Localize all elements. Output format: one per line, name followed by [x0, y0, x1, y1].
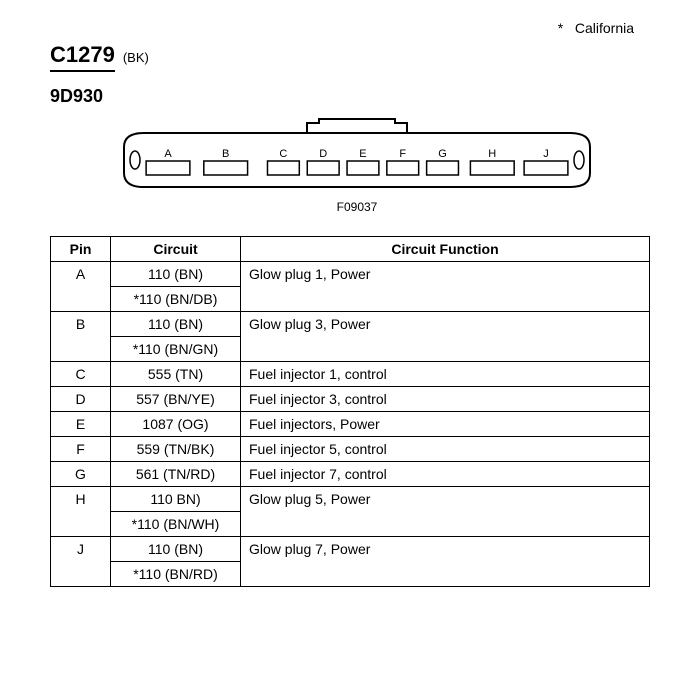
cell-circuit: 110 (BN) — [111, 312, 241, 337]
california-note: * California — [50, 20, 664, 36]
cell-pin: G — [51, 462, 111, 487]
svg-text:A: A — [164, 148, 172, 160]
header: C1279 (BK) — [50, 42, 664, 72]
connector-color: (BK) — [123, 50, 149, 65]
table-row: G561 (TN/RD)Fuel injector 7, control — [51, 462, 650, 487]
svg-text:H: H — [488, 148, 496, 160]
cell-pin: E — [51, 412, 111, 437]
cell-pin: C — [51, 362, 111, 387]
cell-circuit: *110 (BN/WH) — [111, 512, 241, 537]
cell-pin: A — [51, 262, 111, 312]
cell-circuit: *110 (BN/GN) — [111, 337, 241, 362]
svg-text:D: D — [319, 148, 327, 160]
cell-pin: F — [51, 437, 111, 462]
cell-circuit: *110 (BN/DB) — [111, 287, 241, 312]
cell-circuit: 110 (BN) — [111, 537, 241, 562]
connector-face-icon: ABCDEFGHJ — [122, 117, 592, 191]
svg-text:C: C — [279, 148, 287, 160]
connector-id: C1279 — [50, 42, 115, 72]
table-row: H110 BN)Glow plug 5, Power — [51, 487, 650, 512]
pinout-table: Pin Circuit Circuit Function A110 (BN)Gl… — [50, 236, 650, 587]
cell-function: Fuel injector 5, control — [241, 437, 650, 462]
cell-function: Fuel injector 1, control — [241, 362, 650, 387]
cell-circuit: 555 (TN) — [111, 362, 241, 387]
col-header-circuit: Circuit — [111, 237, 241, 262]
cell-circuit: 110 (BN) — [111, 262, 241, 287]
table-row: D557 (BN/YE)Fuel injector 3, control — [51, 387, 650, 412]
connector-diagram: A B C D E F G H J F09037 — [50, 117, 664, 214]
part-number: 9D930 — [50, 86, 664, 107]
cell-pin: H — [51, 487, 111, 537]
cell-function: Fuel injector 3, control — [241, 387, 650, 412]
cell-function: Glow plug 1, Power — [241, 262, 650, 312]
cell-circuit: 559 (TN/BK) — [111, 437, 241, 462]
svg-text:F: F — [399, 148, 406, 160]
note-text: California — [575, 20, 634, 36]
table-row: C555 (TN)Fuel injector 1, control — [51, 362, 650, 387]
figure-id: F09037 — [50, 200, 664, 214]
table-row: A110 (BN)Glow plug 1, Power — [51, 262, 650, 287]
cell-circuit: 1087 (OG) — [111, 412, 241, 437]
cell-function: Glow plug 7, Power — [241, 537, 650, 587]
cell-pin: D — [51, 387, 111, 412]
table-row: F559 (TN/BK)Fuel injector 5, control — [51, 437, 650, 462]
cell-pin: J — [51, 537, 111, 587]
table-row: E1087 (OG)Fuel injectors, Power — [51, 412, 650, 437]
table-row: J110 (BN)Glow plug 7, Power — [51, 537, 650, 562]
cell-function: Glow plug 3, Power — [241, 312, 650, 362]
col-header-func: Circuit Function — [241, 237, 650, 262]
svg-text:E: E — [359, 148, 366, 160]
col-header-pin: Pin — [51, 237, 111, 262]
cell-function: Glow plug 5, Power — [241, 487, 650, 537]
svg-text:B: B — [222, 148, 229, 160]
cell-circuit: *110 (BN/RD) — [111, 562, 241, 587]
cell-function: Fuel injector 7, control — [241, 462, 650, 487]
svg-text:J: J — [543, 148, 549, 160]
table-row: B110 (BN)Glow plug 3, Power — [51, 312, 650, 337]
note-marker: * — [558, 20, 563, 36]
cell-circuit: 557 (BN/YE) — [111, 387, 241, 412]
cell-circuit: 561 (TN/RD) — [111, 462, 241, 487]
cell-pin: B — [51, 312, 111, 362]
cell-function: Fuel injectors, Power — [241, 412, 650, 437]
cell-circuit: 110 BN) — [111, 487, 241, 512]
svg-text:G: G — [438, 148, 447, 160]
